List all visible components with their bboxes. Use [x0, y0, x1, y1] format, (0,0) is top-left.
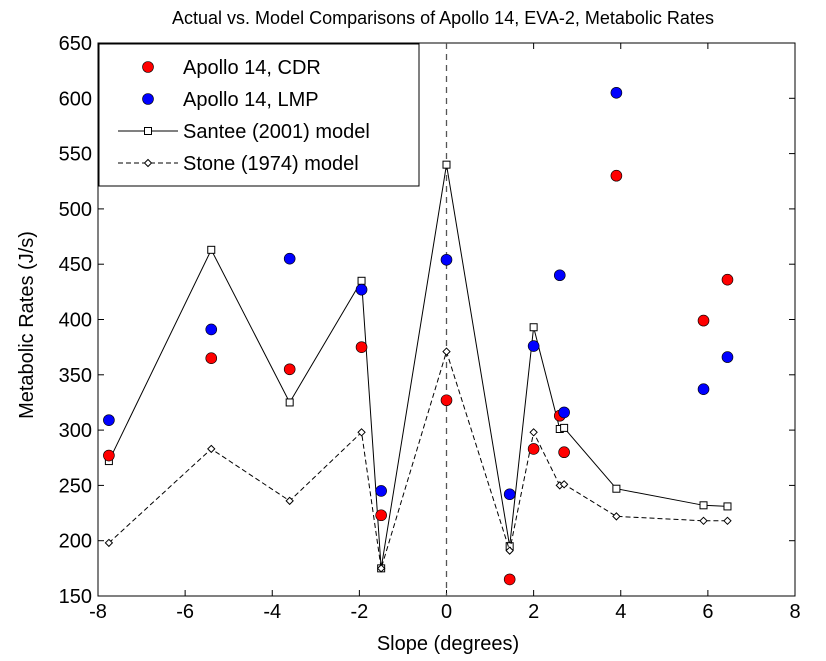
diamond-marker: [699, 516, 708, 525]
legend-entry: Stone (1974) model: [118, 153, 359, 175]
square-marker: [723, 502, 732, 511]
y-tick-label: 150: [59, 586, 92, 608]
data-point: [553, 269, 566, 282]
square-marker: [144, 127, 152, 135]
x-tick-label: -6: [176, 601, 194, 623]
y-tick-label: 350: [59, 365, 92, 387]
series-santee-2001-model: [104, 160, 732, 573]
data-point: [205, 323, 218, 336]
square-marker: [699, 501, 708, 510]
y-tick-label: 550: [59, 144, 92, 166]
data-point: [355, 341, 368, 353]
y-tick-label: 250: [59, 475, 92, 497]
square-marker: [560, 423, 569, 432]
x-tick-label: -2: [350, 601, 368, 623]
x-axis-title: Slope (degrees): [377, 633, 519, 655]
legend-entry: Santee (2001) model: [118, 121, 370, 143]
y-axis-title: Metabolic Rates (J/s): [16, 231, 38, 419]
y-tick-label: 450: [59, 254, 92, 276]
diamond-marker: [559, 480, 569, 489]
series-apollo-14-lmp: [103, 86, 734, 501]
series-stone-1974-model: [104, 347, 732, 573]
data-point: [527, 340, 540, 352]
data-point: [440, 394, 453, 407]
y-tick-label: 200: [59, 531, 92, 553]
diamond-marker: [376, 564, 386, 573]
data-point: [697, 383, 710, 395]
data-point: [721, 273, 734, 286]
diamond-marker: [442, 347, 451, 356]
data-point: [283, 363, 296, 376]
x-tick-label: -8: [89, 601, 107, 623]
data-point: [283, 252, 296, 265]
diamond-marker: [285, 496, 294, 506]
square-marker: [612, 484, 621, 493]
data-point: [558, 406, 570, 419]
legend-label: Apollo 14, LMP: [183, 89, 319, 111]
data-point: [375, 485, 387, 497]
diamond-marker: [505, 546, 514, 555]
y-tick-label: 300: [59, 420, 92, 442]
square-marker: [442, 160, 451, 169]
data-point: [205, 352, 218, 365]
data-point: [721, 351, 734, 363]
legend: Apollo 14, CDR Apollo 14, LMP Santee (2001…: [98, 43, 420, 187]
data-point: [697, 314, 710, 327]
data-point: [503, 488, 516, 501]
data-point: [355, 283, 368, 296]
chart-title: Actual vs. Model Comparisons of Apollo 1…: [172, 8, 714, 28]
series-apollo-14-cdr: [103, 169, 734, 586]
data-point: [503, 573, 516, 586]
x-tick-label: -4: [263, 601, 281, 623]
legend-label: Santee (2001) model: [183, 121, 370, 143]
y-tick-label: 650: [59, 33, 92, 55]
data-point: [142, 93, 154, 105]
diamond-marker: [529, 428, 538, 437]
data-point: [142, 61, 154, 73]
legend-label: Stone (1974) model: [183, 153, 359, 175]
x-tick-label: 4: [615, 601, 626, 623]
legend-entry: Apollo 14, LMP: [142, 89, 319, 111]
y-tick-label: 600: [59, 88, 92, 110]
diamond-marker: [723, 516, 732, 525]
y-tick-label: 400: [59, 310, 92, 332]
diamond-marker: [357, 428, 366, 437]
diamond-marker: [207, 444, 216, 454]
diamond-marker: [104, 538, 114, 548]
data-point: [610, 86, 623, 99]
x-tick-label: 8: [789, 601, 800, 623]
data-point: [103, 449, 115, 462]
square-marker: [207, 245, 216, 254]
square-marker: [285, 398, 294, 407]
x-tick-label: 0: [441, 601, 452, 623]
x-tick-label: 2: [528, 601, 539, 623]
data-point: [527, 443, 540, 455]
data-point: [103, 414, 115, 426]
square-marker: [357, 276, 366, 285]
data-point: [375, 509, 387, 522]
legend-label: Apollo 14, CDR: [183, 57, 321, 79]
data-point: [558, 446, 570, 459]
data-point: [610, 169, 623, 182]
diamond-marker: [612, 512, 621, 521]
y-tick-label: 500: [59, 199, 92, 221]
diamond-marker: [143, 158, 153, 168]
x-tick-label: 6: [702, 601, 713, 623]
data-point: [440, 253, 453, 266]
legend-entry: Apollo 14, CDR: [142, 57, 321, 79]
square-marker: [529, 323, 538, 332]
